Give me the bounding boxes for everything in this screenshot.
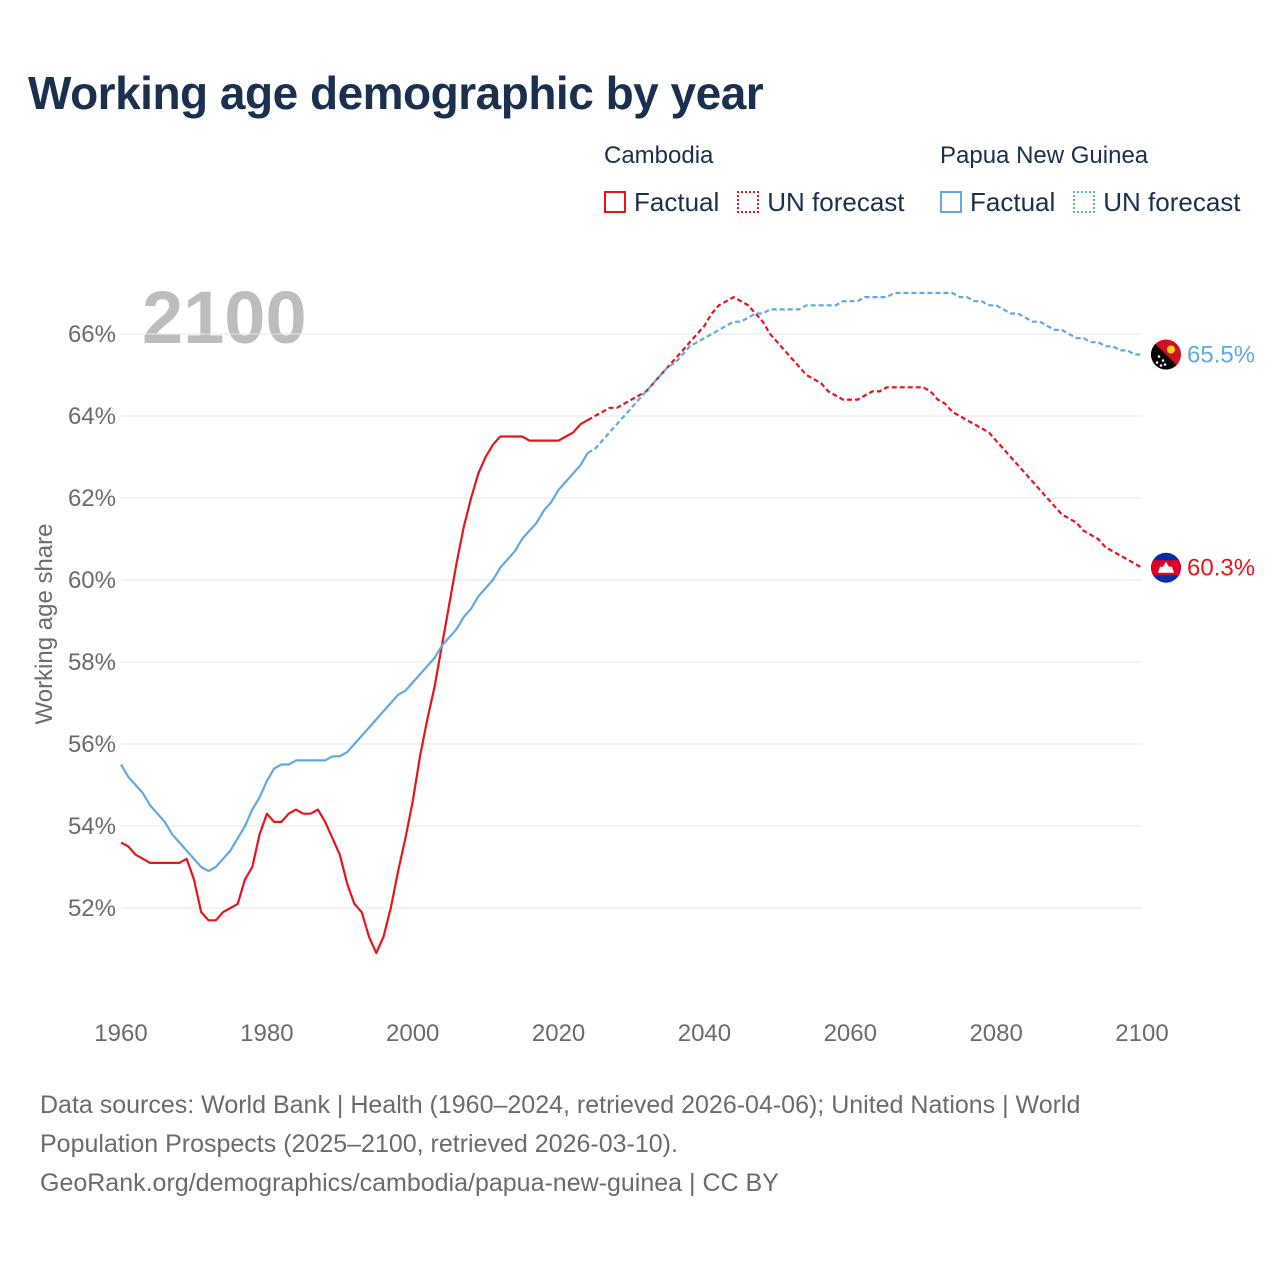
grid-lines [121,333,1142,909]
bird-of-paradise-icon [1167,345,1175,354]
star-icon [1161,359,1165,362]
x-tick-label: 2000 [386,1020,439,1047]
legend-label: Factual [634,186,720,217]
papua-new-guinea-forecast-line [587,291,1142,454]
star-icon [1155,361,1159,364]
y-tick-label: 62% [68,485,116,512]
y-tick-label: 52% [68,895,116,922]
chart-title: Working age demographic by year [28,67,764,119]
x-tick-label: 2060 [824,1020,877,1047]
cambodia-flag-icon [1151,552,1181,583]
legend-label: UN forecast [1103,186,1241,217]
papua-new-guinea-factual-line [120,452,589,873]
dotted-line-swatch-icon [1073,191,1096,213]
y-tick-label: 60% [68,567,116,594]
footer-line: Data sources: World Bank | Health (1960–… [40,1091,1081,1119]
y-tick-label: 64% [68,403,116,430]
dotted-line-swatch-icon [737,191,760,213]
cambodia-forecast-line [587,295,1143,569]
x-tick-label: 2100 [1115,1020,1168,1047]
end-value-label: 60.3% [1187,555,1255,582]
x-tick-label: 1960 [94,1020,147,1047]
star-icon [1159,364,1163,367]
legend-group-papua-new-guinea: Papua New Guinea Factual UN forecast [940,142,1259,220]
y-tick-label: 58% [68,649,116,676]
temple-icon [1158,561,1174,573]
footer-line: Population Prospects (2025–2100, retriev… [40,1130,678,1158]
year-watermark: 2100 [142,276,307,359]
legend-item-cambodia-forecast[interactable]: UN forecast [737,186,905,218]
x-tick-label: 1980 [240,1020,293,1047]
footer-sources: Data sources: World Bank | Health (1960–… [40,1086,1240,1203]
legend-label: UN forecast [767,186,905,217]
x-tick-label: 2020 [532,1020,585,1047]
x-axis-ticks: 1960 1980 2000 2020 2040 2060 2080 2100 [94,1020,1168,1047]
x-tick-label: 2040 [678,1020,731,1047]
end-value-label: 65.5% [1187,342,1255,369]
star-icon [1157,355,1161,358]
solid-line-swatch-icon [940,191,962,213]
legend-item-png-forecast[interactable]: UN forecast [1073,186,1241,218]
y-axis-label: Working age share [31,524,58,725]
y-tick-label: 66% [68,321,116,348]
star-icon [1163,363,1167,366]
legend-country-label: Cambodia [604,142,714,169]
legend-label: Factual [970,186,1056,217]
series-lines [120,291,1143,955]
cambodia-factual-line [120,419,589,955]
legend-item-cambodia-factual[interactable]: Factual [604,187,719,218]
legend-group-cambodia: Cambodia Factual UN forecast [604,142,923,220]
line-chart: 2100 52% 54% 56% 58% 60% 62% 64% 66% 1960 1980 20… [31,276,1255,1047]
footer-line: GeoRank.org/demographics/cambodia/papua-… [40,1169,779,1197]
y-tick-label: 56% [68,731,116,758]
y-axis-ticks: 52% 54% 56% 58% 60% 62% 64% 66% [68,321,116,922]
x-tick-label: 2080 [969,1020,1022,1047]
solid-line-swatch-icon [604,191,626,213]
series-endpoints: 60.3% 65.5% [1151,339,1255,583]
papua-new-guinea-flag-icon [1151,339,1181,370]
legend-country-label: Papua New Guinea [940,142,1149,169]
y-tick-label: 54% [68,813,116,840]
legend-item-png-factual[interactable]: Factual [940,187,1055,218]
